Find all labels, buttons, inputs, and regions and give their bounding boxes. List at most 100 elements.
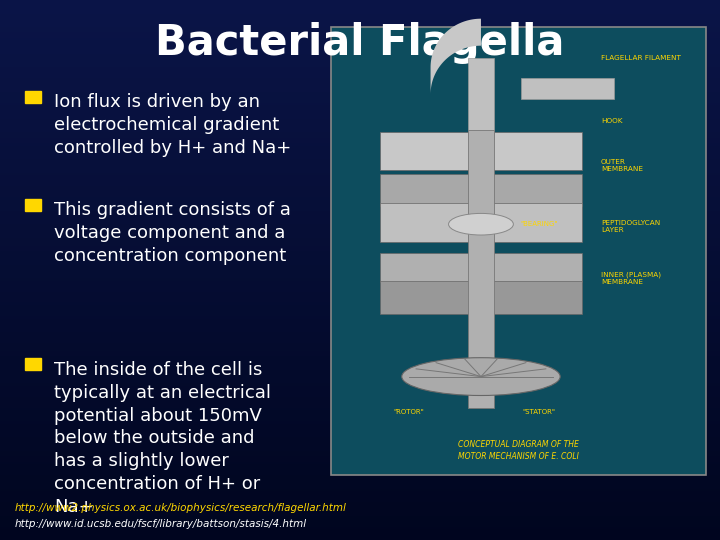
Bar: [0, 464, 720, 467]
Bar: [0, 49, 720, 51]
FancyBboxPatch shape: [521, 78, 614, 99]
Bar: [0, 197, 720, 200]
Bar: [0, 335, 720, 338]
FancyBboxPatch shape: [380, 132, 582, 171]
Bar: [0, 40, 720, 43]
Text: http://www.id.ucsb.edu/fscf/library/battson/stasis/4.html: http://www.id.ucsb.edu/fscf/library/batt…: [14, 519, 307, 530]
Bar: [0, 397, 720, 400]
Bar: [0, 446, 720, 448]
Bar: [0, 24, 720, 27]
Bar: [0, 294, 720, 297]
Bar: [0, 286, 720, 289]
Bar: [0, 259, 720, 262]
Bar: [0, 483, 720, 486]
Bar: [0, 310, 720, 313]
Bar: [0, 54, 720, 57]
Bar: [0, 62, 720, 65]
Bar: [0, 65, 720, 68]
Text: "STATOR": "STATOR": [522, 409, 555, 415]
FancyBboxPatch shape: [380, 203, 582, 242]
Bar: [0, 356, 720, 359]
Bar: [0, 413, 720, 416]
Bar: [0, 470, 720, 472]
Text: CONCEPTUAL DIAGRAM OF THE
MOTOR MECHANISM OF E. COLI: CONCEPTUAL DIAGRAM OF THE MOTOR MECHANIS…: [458, 441, 579, 461]
Bar: [0, 359, 720, 362]
Bar: [0, 32, 720, 35]
Bar: [0, 421, 720, 424]
Bar: [0, 178, 720, 181]
Text: "BEARING": "BEARING": [521, 221, 558, 227]
Bar: [0, 186, 720, 189]
Bar: [0, 135, 720, 138]
Bar: [0, 116, 720, 119]
Bar: [0, 521, 720, 524]
Bar: [0, 338, 720, 340]
Text: INNER (PLASMA)
MEMBRANE: INNER (PLASMA) MEMBRANE: [600, 271, 661, 285]
Bar: [0, 324, 720, 327]
FancyBboxPatch shape: [380, 253, 582, 282]
Bar: [0, 513, 720, 516]
Bar: [0, 92, 720, 94]
Bar: [0, 232, 720, 235]
Bar: [0, 362, 720, 364]
Bar: [0, 143, 720, 146]
Bar: [0, 500, 720, 502]
Bar: [0, 435, 720, 437]
Bar: [0, 424, 720, 427]
Bar: [0, 43, 720, 46]
Bar: [0, 256, 720, 259]
Bar: [0, 119, 720, 122]
Ellipse shape: [402, 357, 560, 395]
Bar: [0, 329, 720, 332]
Bar: [0, 202, 720, 205]
Bar: [0, 219, 720, 221]
Text: This gradient consists of a
voltage component and a
concentration component: This gradient consists of a voltage comp…: [54, 201, 291, 265]
Bar: [0, 346, 720, 348]
Bar: [0, 489, 720, 491]
Text: http://www2.physics.ox.ac.uk/biophysics/research/flagellar.html: http://www2.physics.ox.ac.uk/biophysics/…: [14, 503, 346, 514]
Bar: [0, 243, 720, 246]
Bar: [0, 467, 720, 470]
Bar: [0, 240, 720, 243]
Bar: [0, 57, 720, 59]
FancyBboxPatch shape: [468, 130, 494, 408]
Bar: [0, 343, 720, 346]
Bar: [0, 35, 720, 38]
Bar: [0, 405, 720, 408]
FancyBboxPatch shape: [331, 27, 706, 475]
Bar: [0, 270, 720, 273]
Bar: [0, 97, 720, 100]
Bar: [0, 402, 720, 405]
Text: The inside of the cell is
typically at an electrical
potential about 150mV
below: The inside of the cell is typically at a…: [54, 361, 271, 516]
Bar: [0, 429, 720, 432]
Bar: [0, 194, 720, 197]
Bar: [0, 491, 720, 494]
Bar: [0, 211, 720, 213]
Bar: [0, 165, 720, 167]
Bar: [0, 508, 720, 510]
Bar: [0, 157, 720, 159]
Bar: [0, 459, 720, 462]
Bar: [0, 251, 720, 254]
Bar: [0, 103, 720, 105]
Bar: [0, 297, 720, 300]
Bar: [0, 3, 720, 5]
Bar: [0, 73, 720, 76]
Bar: [0, 224, 720, 227]
Bar: [0, 221, 720, 224]
Bar: [0, 230, 720, 232]
Bar: [0, 354, 720, 356]
Bar: [0, 367, 720, 370]
FancyBboxPatch shape: [380, 174, 582, 206]
Bar: [0, 0, 720, 3]
Bar: [0, 262, 720, 265]
Bar: [0, 475, 720, 478]
Bar: [0, 81, 720, 84]
Text: PEPTIDOGLYCAN
LAYER: PEPTIDOGLYCAN LAYER: [600, 220, 660, 233]
Bar: [0, 200, 720, 202]
Bar: [0, 140, 720, 143]
Bar: [0, 348, 720, 351]
Bar: [0, 124, 720, 127]
Bar: [0, 148, 720, 151]
Bar: [0, 386, 720, 389]
